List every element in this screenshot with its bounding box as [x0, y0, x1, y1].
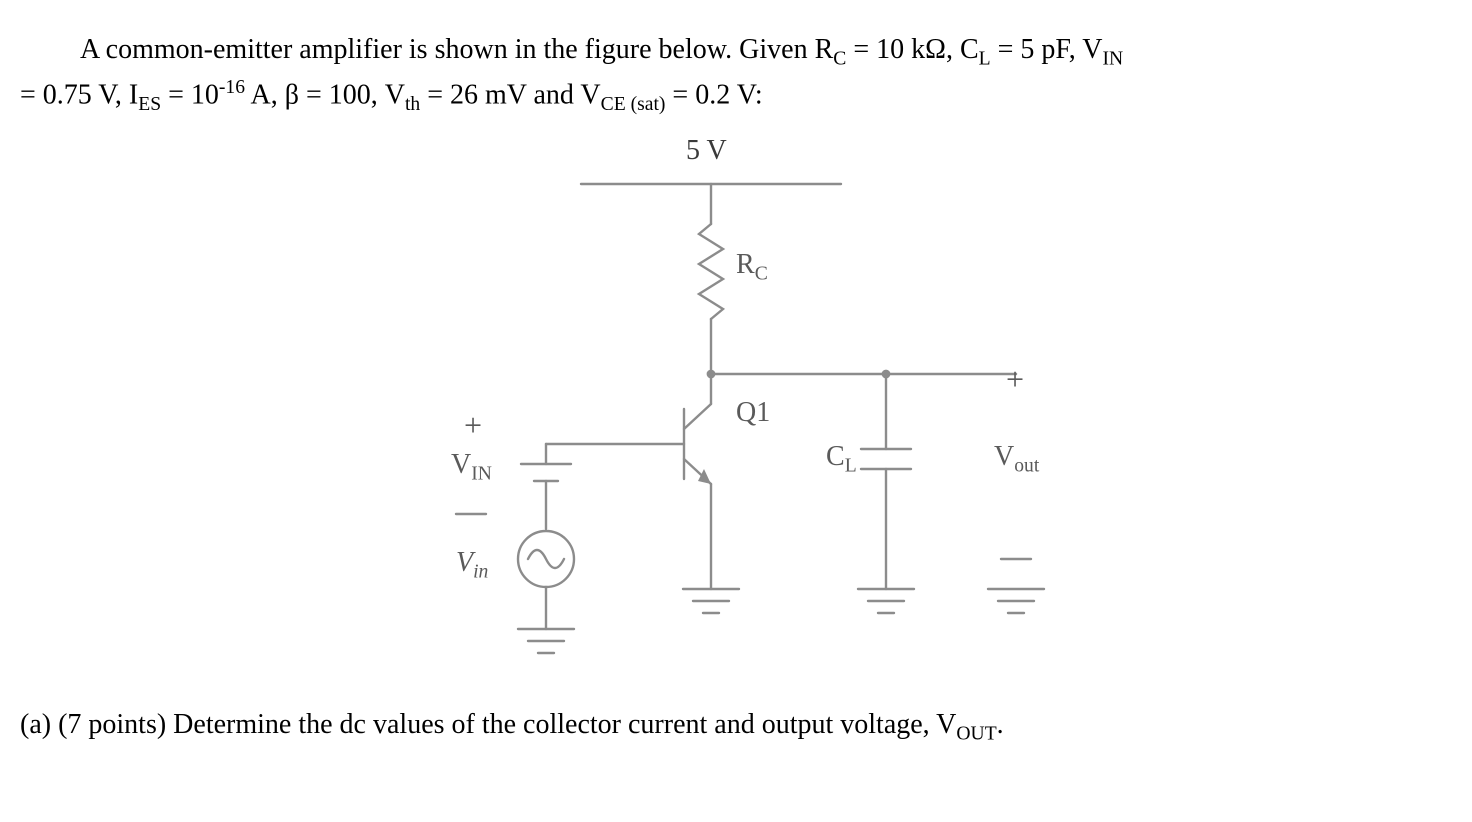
circuit-diagram: 5 V RC Q1 CL Vout + + VIN Vin: [386, 129, 1086, 689]
ies-sup: -16: [219, 77, 245, 98]
vin-sub: IN: [1102, 49, 1123, 70]
supply-label: 5 V: [686, 135, 727, 167]
vin-plus: +: [464, 407, 482, 444]
circuit-container: 5 V RC Q1 CL Vout + + VIN Vin: [20, 129, 1452, 689]
eq-rc: = 10 kΩ, C: [846, 34, 978, 65]
part-a-tail: .: [997, 709, 1004, 740]
vth-sub: th: [405, 94, 420, 115]
part-a-question: (a) (7 points) Determine the dc values o…: [20, 709, 1452, 746]
line2-start: = 0.75 V, I: [20, 79, 138, 110]
eq-vth: = 26 mV and V: [420, 79, 600, 110]
cl-label: CL: [826, 441, 857, 478]
ies-sub: ES: [138, 94, 161, 115]
part-a-sub: OUT: [956, 724, 996, 745]
problem-statement: A common-emitter amplifier is shown in t…: [20, 30, 1452, 119]
rc-label: RC: [736, 249, 768, 286]
rc-sub: C: [833, 49, 846, 70]
part-a-text: (a) (7 points) Determine the dc values o…: [20, 709, 956, 740]
q1-label: Q1: [736, 397, 770, 429]
vin-dc-label: VIN: [451, 449, 492, 486]
vout-label: Vout: [994, 441, 1039, 478]
vout-plus: +: [1006, 361, 1024, 398]
eq-cl: = 5 pF, V: [991, 34, 1103, 65]
cl-sub: L: [979, 49, 991, 70]
intro-text: A common-emitter amplifier is shown in t…: [80, 34, 833, 65]
page: A common-emitter amplifier is shown in t…: [0, 0, 1472, 822]
ies-unit: A, β = 100, V: [245, 79, 405, 110]
vin-ac-label: Vin: [456, 547, 488, 584]
eq-vcesat: = 0.2 V:: [665, 79, 762, 110]
vcesat-sub: CE (sat): [601, 94, 666, 115]
eq-ies: = 10: [161, 79, 219, 110]
